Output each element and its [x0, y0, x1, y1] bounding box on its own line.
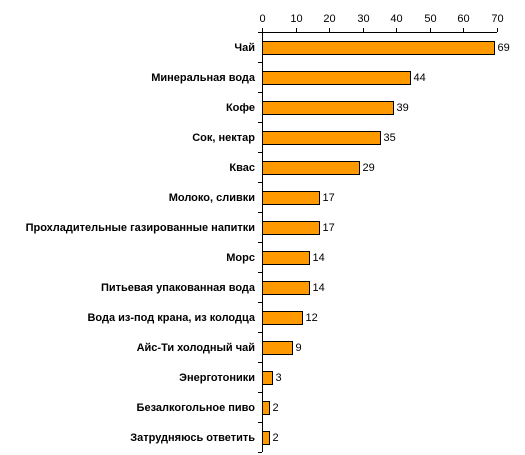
value-label: 2: [273, 432, 279, 444]
category-label: Питьевая упакованная вода: [101, 282, 256, 294]
bar: [262, 311, 303, 325]
bar: [262, 341, 293, 355]
category-label: Энерготоники: [179, 372, 255, 384]
x-axis: 0 10 20 30 40 50 60 70: [259, 13, 504, 33]
category-label: Сок, нектар: [192, 132, 255, 144]
bar: [262, 161, 360, 175]
x-tick-label: 0: [259, 13, 265, 25]
category-label: Молоко, сливки: [169, 192, 255, 204]
bar: [262, 431, 270, 445]
x-tick-label: 30: [357, 13, 369, 25]
category-label: Морс: [226, 252, 255, 264]
category-label: Затрудняюсь ответить: [130, 432, 255, 444]
category-label: Прохладительные газированные напитки: [26, 222, 255, 234]
x-tick-label: 70: [491, 13, 503, 25]
value-label: 3: [276, 372, 282, 384]
x-tick-label: 50: [424, 13, 436, 25]
category-label: Безалкогольное пиво: [137, 402, 256, 414]
value-label: 69: [498, 42, 510, 54]
bar: [262, 41, 495, 55]
bar: [262, 401, 270, 415]
value-label: 14: [313, 252, 325, 264]
value-label: 2: [273, 402, 279, 414]
x-tick-label: 60: [457, 13, 469, 25]
bar: [262, 251, 310, 265]
bar: [262, 131, 381, 145]
category-label: Вода из-под крана, из колодца: [87, 312, 255, 324]
value-label: 44: [414, 72, 426, 84]
value-label: 12: [306, 312, 318, 324]
bar: [262, 371, 273, 385]
y-axis: [258, 32, 263, 453]
category-label: Квас: [229, 162, 255, 174]
category-label: Чай: [234, 42, 255, 54]
value-label: 39: [397, 102, 409, 114]
bar: [262, 71, 411, 85]
bar: [262, 101, 394, 115]
value-label: 29: [363, 162, 375, 174]
x-tick-label: 40: [390, 13, 402, 25]
x-tick-label: 20: [323, 13, 335, 25]
category-label: Айс-Ти холодный чай: [137, 342, 255, 354]
value-label: 14: [313, 282, 325, 294]
bar: [262, 191, 320, 205]
bar: [262, 221, 320, 235]
value-label: 17: [323, 222, 335, 234]
value-label: 17: [323, 192, 335, 204]
category-label: Минеральная вода: [151, 72, 256, 84]
bar: [262, 281, 310, 295]
value-label: 35: [384, 132, 396, 144]
x-tick-label: 10: [290, 13, 302, 25]
category-label: Кофе: [226, 102, 255, 114]
value-label: 9: [296, 342, 302, 354]
bars-group: [262, 41, 495, 445]
